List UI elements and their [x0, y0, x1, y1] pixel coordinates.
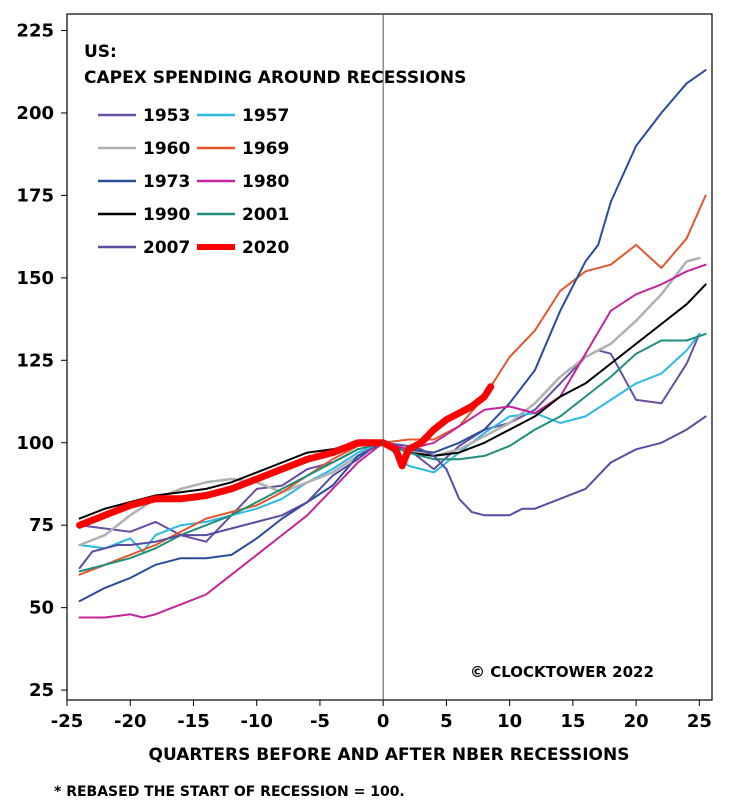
y-tick-label: 125: [16, 350, 54, 371]
y-tick-label: 25: [29, 680, 54, 701]
legend-label-2007: 2007: [143, 238, 190, 258]
legend-label-2001: 2001: [242, 205, 289, 225]
chart-title-line1: US:: [84, 42, 117, 62]
x-tick-label: -25: [51, 711, 84, 732]
y-tick-label: 100: [16, 433, 54, 454]
footnote: * REBASED THE START OF RECESSION = 100.: [54, 784, 405, 800]
legend-label-1957: 1957: [242, 106, 289, 126]
x-tick-label: 5: [440, 711, 453, 732]
x-tick-label: 25: [687, 711, 712, 732]
y-tick-label: 150: [16, 268, 54, 289]
axis-layer: -25 -20 -15 -10 -5 0 5 10 15 20 25 25 50 75 100 125 150 1…: [16, 14, 712, 732]
legend-label-1960: 1960: [143, 139, 190, 159]
series-layer: [76, 69, 707, 619]
legend-label-1953: 1953: [143, 106, 190, 126]
y-tick-label: 200: [16, 103, 54, 124]
chart-title-line2: CAPEX SPENDING AROUND RECESSIONS: [84, 68, 466, 88]
y-tick-label: 175: [16, 185, 54, 206]
x-tick-label: 15: [560, 711, 585, 732]
legend: 1953 1957 1960 1969 1973 1980 1990 2001 2007 2020: [98, 106, 289, 258]
copyright-label: © CLOCKTOWER 2022: [470, 663, 654, 681]
x-axis-label: QUARTERS BEFORE AND AFTER NBER RECESSION…: [149, 745, 630, 765]
legend-label-1969: 1969: [242, 139, 289, 159]
y-tick-label: 75: [29, 515, 54, 536]
x-tick-label: -15: [177, 711, 210, 732]
x-tick-label: 10: [497, 711, 522, 732]
series-line-2020: [76, 383, 495, 529]
legend-label-1980: 1980: [242, 172, 289, 192]
series-line-1969: [78, 194, 707, 576]
x-tick-label: -10: [240, 711, 273, 732]
legend-label-1973: 1973: [143, 172, 190, 192]
x-tick-label: 20: [624, 711, 649, 732]
plot-frame: [66, 13, 713, 701]
x-tick-label: -20: [114, 711, 147, 732]
legend-label-1990: 1990: [143, 205, 190, 225]
x-tick-label: -5: [310, 711, 330, 732]
legend-label-2020: 2020: [242, 238, 289, 258]
x-tick-label: 0: [377, 711, 390, 732]
y-tick-label: 225: [16, 20, 54, 41]
y-tick-label: 50: [29, 598, 54, 619]
